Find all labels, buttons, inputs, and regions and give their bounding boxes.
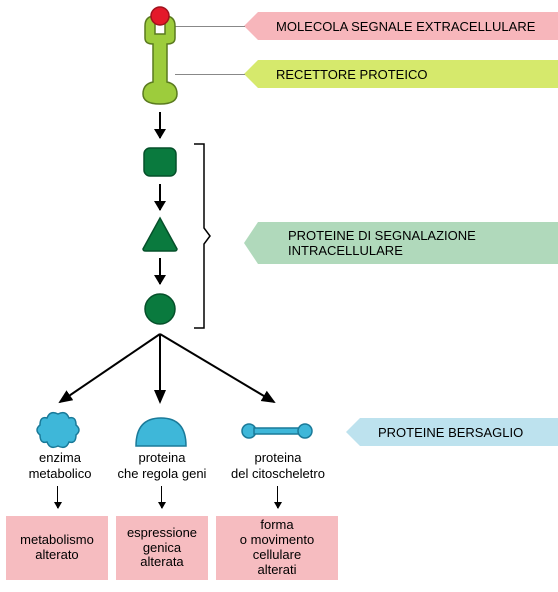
- banner-intracell: PROTEINE DI SEGNALAZIONE INTRACELLULARE: [258, 222, 558, 264]
- receptor-shape: [135, 14, 185, 106]
- connector-receptor: [175, 74, 245, 75]
- o1l1: metabolismo: [20, 532, 94, 547]
- o2l3: alterata: [140, 554, 183, 569]
- diverge-arrows: [30, 330, 330, 410]
- banner-receptor: RECETTORE PROTEICO: [258, 60, 558, 88]
- outcome-cyto: forma o movimento cellulare alterati: [216, 516, 338, 580]
- o3l4: alterati: [257, 562, 296, 577]
- caption-cyto-l2: del citoscheletro: [231, 466, 325, 481]
- caption-enzyme-l2: metabolico: [29, 466, 92, 481]
- o2l2: genica: [143, 540, 181, 555]
- target-enzyme: [36, 410, 80, 450]
- caption-cyto-l1: proteina: [255, 450, 302, 465]
- arrow-1: [159, 112, 161, 138]
- bracket: [192, 142, 212, 330]
- target-cytoskeleton: [240, 422, 314, 440]
- o3l1: forma: [260, 517, 293, 532]
- o1l2: alterato: [35, 547, 78, 562]
- signal-molecule: [150, 6, 170, 26]
- banner-intracell-l1: PROTEINE DI SEGNALAZIONE: [288, 228, 476, 243]
- thin-arrow-3: [277, 486, 278, 508]
- banner-targets-text: PROTEINE BERSAGLIO: [378, 425, 523, 440]
- cascade-triangle: [140, 216, 180, 252]
- o2l1: espressione: [127, 525, 197, 540]
- thin-arrow-1: [57, 486, 58, 508]
- cascade-circle: [143, 292, 177, 326]
- banner-signal-text: MOLECOLA SEGNALE EXTRACELLULARE: [276, 19, 535, 34]
- o3l2: o movimento: [240, 532, 314, 547]
- caption-gene-l2: che regola geni: [118, 466, 207, 481]
- arrow-2: [159, 184, 161, 210]
- outcome-gene: espressione genica alterata: [116, 516, 208, 580]
- caption-cyto: proteina del citoscheletro: [228, 450, 328, 481]
- outcome-metabolism: metabolismo alterato: [6, 516, 108, 580]
- arrow-3: [159, 258, 161, 284]
- banner-receptor-text: RECETTORE PROTEICO: [276, 67, 427, 82]
- banner-intracell-l2: INTRACELLULARE: [288, 243, 403, 258]
- thin-arrow-2: [161, 486, 162, 508]
- caption-gene: proteina che regola geni: [112, 450, 212, 481]
- o3l3: cellulare: [253, 547, 301, 562]
- banner-signal: MOLECOLA SEGNALE EXTRACELLULARE: [258, 12, 558, 40]
- cascade-square: [142, 146, 178, 178]
- target-gene-protein: [132, 414, 190, 448]
- banner-targets: PROTEINE BERSAGLIO: [360, 418, 558, 446]
- caption-enzyme-l1: enzima: [39, 450, 81, 465]
- caption-gene-l1: proteina: [139, 450, 186, 465]
- caption-enzyme: enzima metabolico: [20, 450, 100, 481]
